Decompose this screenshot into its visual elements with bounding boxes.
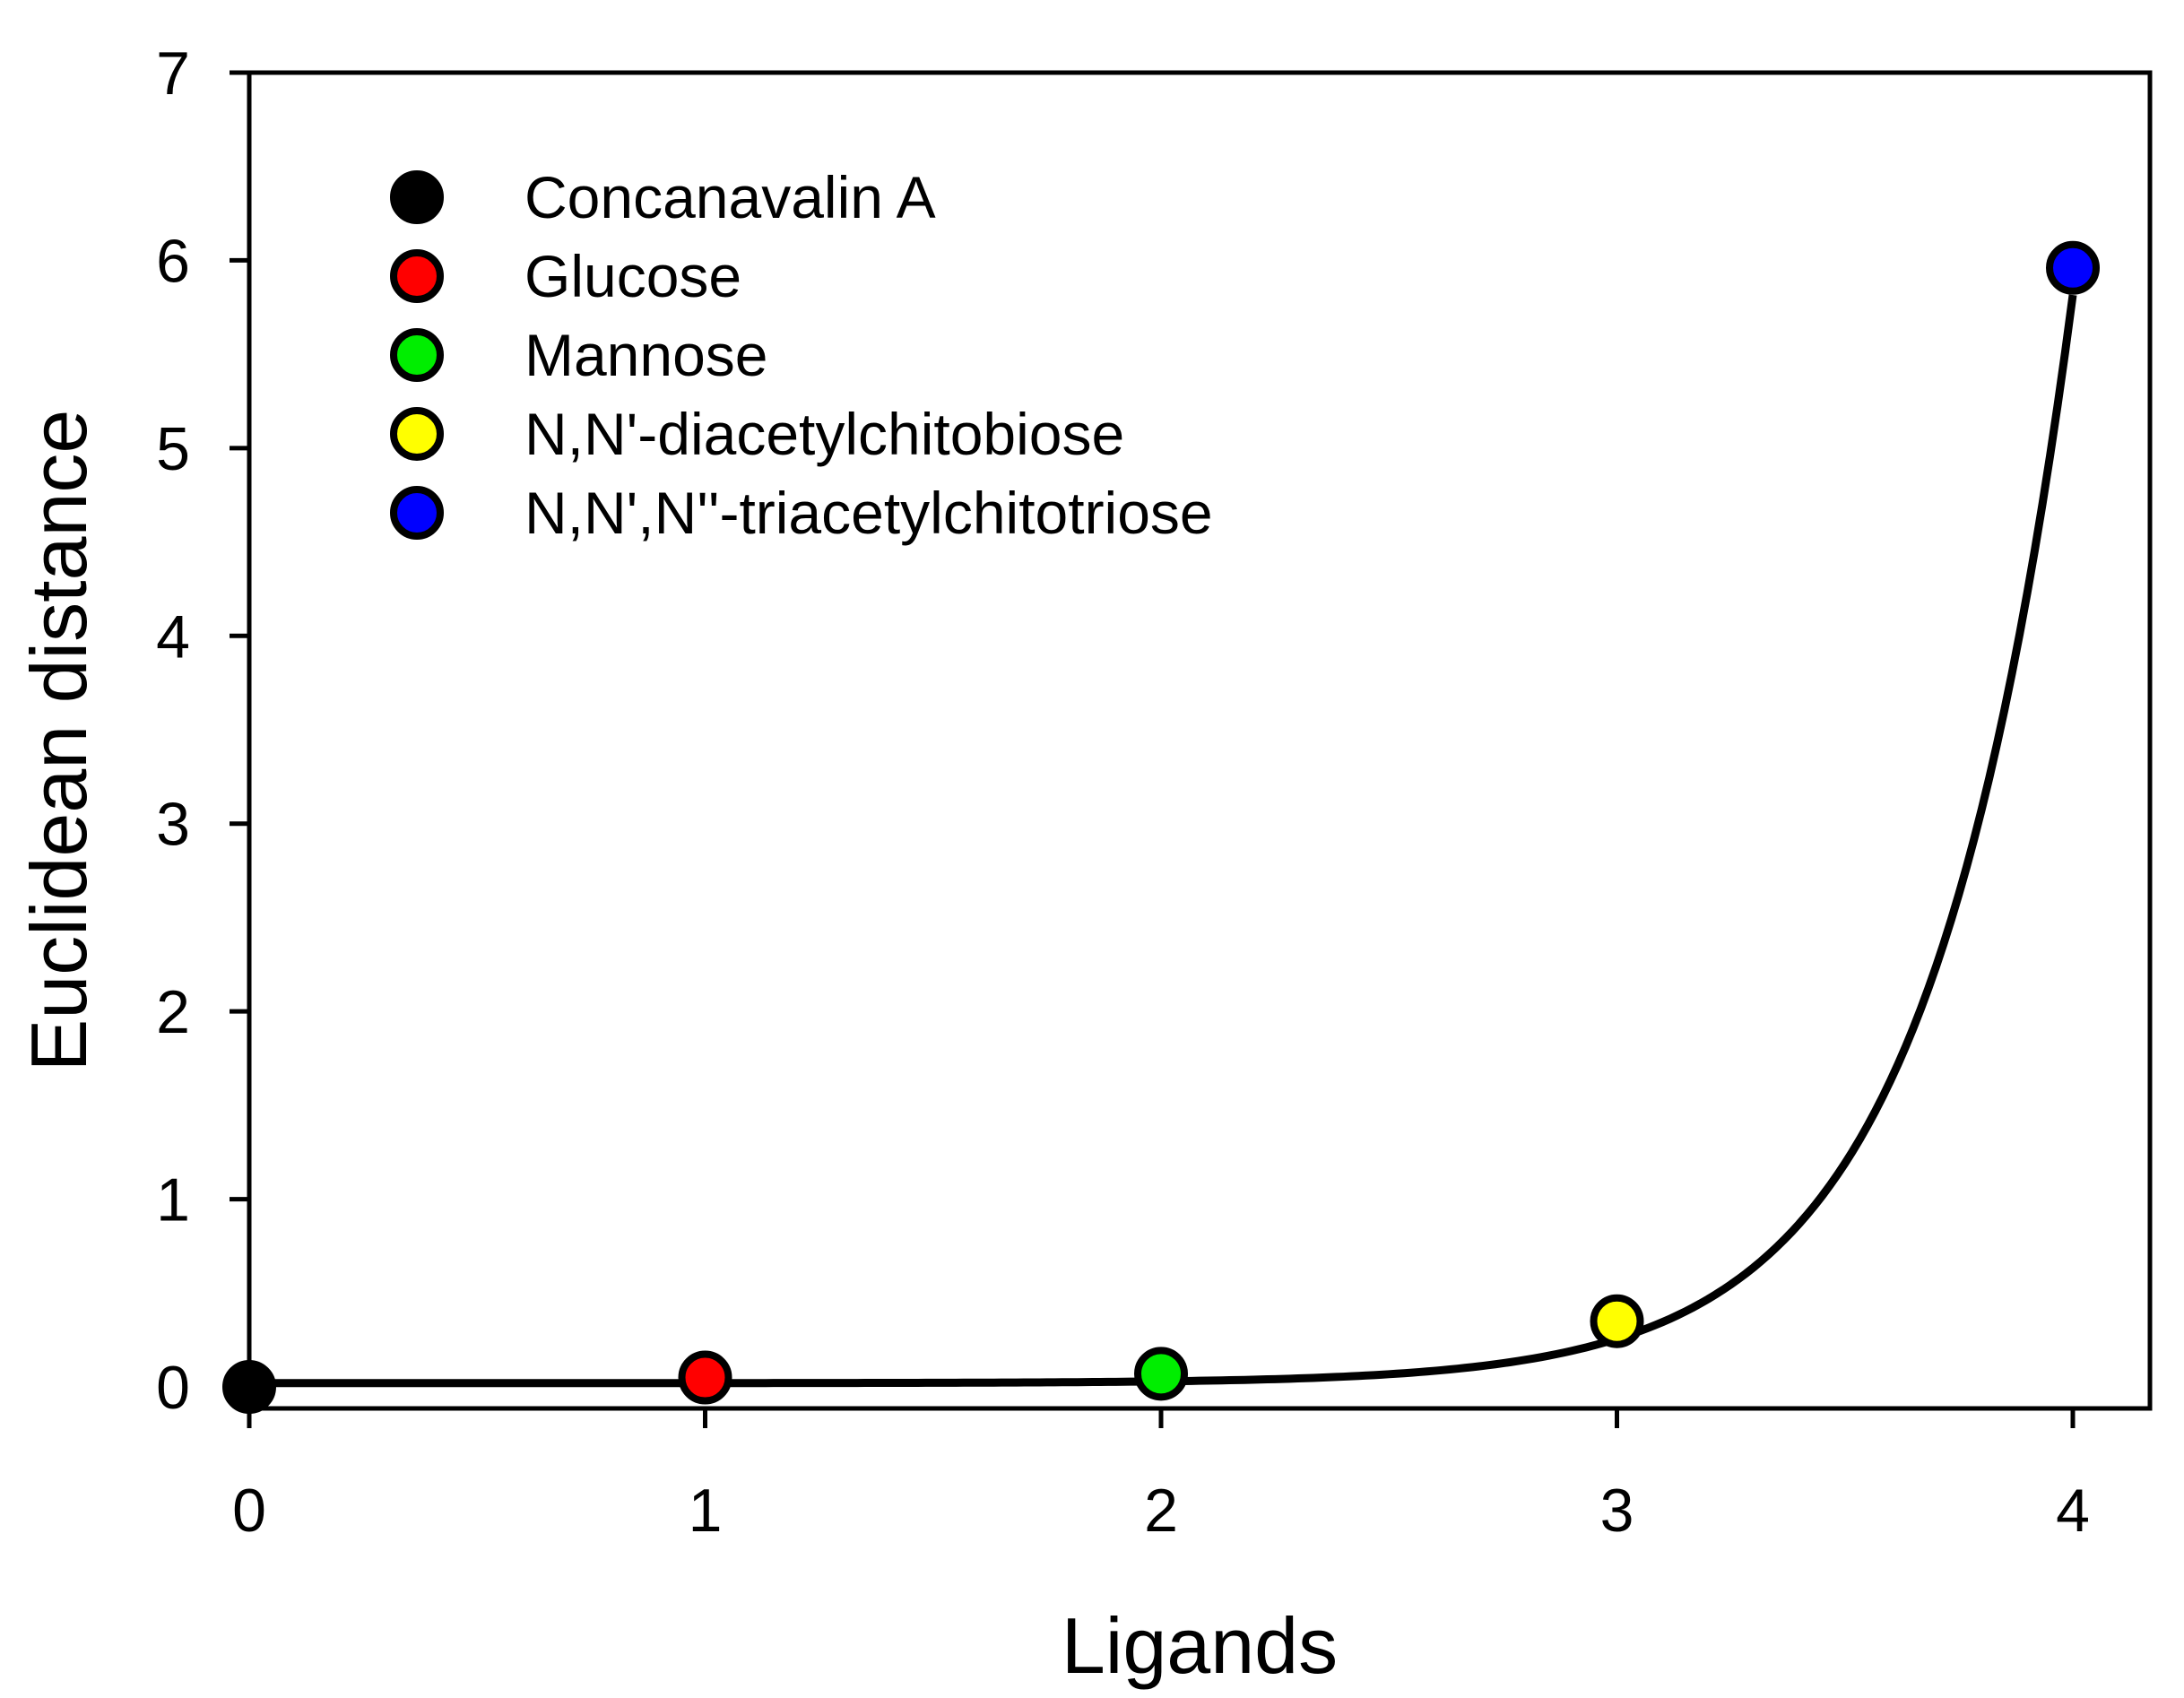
y-axis-tick-labels: 0 1 2 3 4 5 6 7 (156, 39, 190, 1422)
y-axis-ticks (230, 70, 249, 1390)
x-axis-ticks (247, 1408, 2076, 1428)
y-tick-label-7: 7 (156, 39, 190, 108)
x-tick-label-3: 3 (1600, 1477, 1634, 1545)
x-axis-tick-labels: 0 1 2 3 4 (232, 1477, 2090, 1545)
y-tick-label-0: 0 (156, 1354, 190, 1422)
legend-marker-4 (390, 486, 444, 540)
legend-marker-2 (390, 328, 444, 382)
data-point-0 (222, 1360, 276, 1414)
y-tick-label-5: 5 (156, 415, 190, 483)
data-point-1 (678, 1350, 732, 1405)
y-tick-label-6: 6 (156, 227, 190, 295)
x-tick-label-1: 1 (689, 1477, 723, 1545)
data-point-4 (2046, 240, 2100, 295)
data-point-2 (1134, 1347, 1188, 1401)
y-tick-label-3: 3 (156, 791, 190, 859)
plot-frame (247, 70, 2153, 1411)
x-tick-label-2: 2 (1144, 1477, 1178, 1545)
legend-label-1: Glucose (524, 243, 741, 309)
data-points (222, 240, 2100, 1414)
y-axis-title: Euclidean distance (14, 410, 103, 1072)
legend: Concanavalin A Glucose Mannose N,N'-diacety… (390, 164, 1213, 546)
y-tick-label-1: 1 (156, 1166, 190, 1235)
legend-label-4: N,N',N''-triacetylchitotriose (524, 480, 1213, 546)
legend-label-3: N,N'-diacetylchitobiose (524, 401, 1124, 467)
y-tick-label-2: 2 (156, 978, 190, 1046)
x-tick-label-0: 0 (232, 1477, 266, 1545)
legend-marker-1 (390, 249, 444, 303)
x-axis-title: Ligands (1062, 1601, 1338, 1690)
y-tick-label-4: 4 (156, 602, 190, 671)
legend-marker-3 (390, 407, 444, 461)
x-tick-label-4: 4 (2056, 1477, 2090, 1545)
legend-marker-0 (390, 170, 444, 224)
data-point-3 (1590, 1294, 1644, 1348)
legend-label-0: Concanavalin A (524, 164, 936, 230)
legend-label-2: Mannose (524, 322, 768, 388)
